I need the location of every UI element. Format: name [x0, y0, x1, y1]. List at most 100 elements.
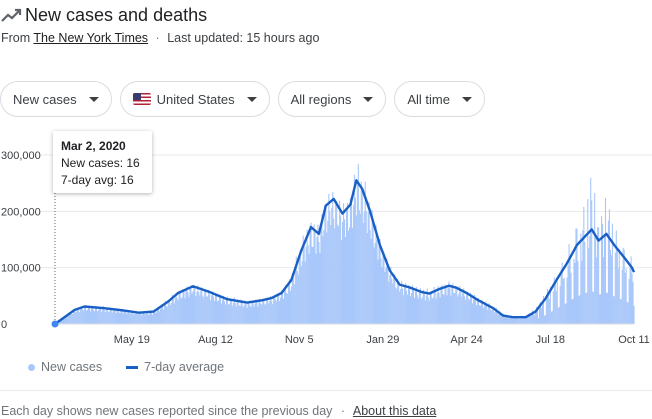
new-cases-bar	[96, 311, 98, 324]
tooltip-new-cases: New cases: 16	[61, 156, 140, 170]
cases-chart[interactable]: 300,000 200,000 100,000 0 May 19 Aug 12 Nov 5 J…	[0, 140, 652, 350]
new-cases-bar	[299, 250, 301, 324]
new-cases-bar	[432, 297, 434, 324]
tooltip-date: Mar 2, 2020	[61, 139, 126, 153]
new-cases-bar	[313, 224, 315, 324]
new-cases-bar	[218, 294, 221, 324]
new-cases-bar	[538, 303, 541, 324]
new-cases-bar	[131, 311, 133, 324]
new-cases-bar	[593, 292, 595, 324]
new-cases-bar	[251, 301, 253, 324]
new-cases-bar	[614, 252, 616, 324]
new-cases-bar	[413, 297, 416, 324]
new-cases-bar	[354, 197, 356, 324]
new-cases-bar	[347, 230, 350, 324]
new-cases-bar	[174, 297, 176, 324]
new-cases-bar	[505, 317, 507, 324]
new-cases-bar	[383, 252, 385, 324]
new-cases-bar	[156, 307, 159, 324]
new-cases-bar	[419, 288, 421, 324]
new-cases-bar	[260, 303, 262, 324]
metric-dropdown[interactable]: New cases	[0, 81, 112, 117]
new-cases-bar	[612, 295, 614, 324]
new-cases-bar	[573, 259, 575, 324]
new-cases-bar	[454, 292, 456, 324]
new-cases-bar	[126, 314, 128, 324]
x-tick-label: Jan 29	[366, 334, 399, 346]
new-cases-bar	[405, 283, 407, 324]
new-cases-bar	[73, 310, 75, 324]
new-cases-bar	[611, 223, 613, 324]
new-cases-bar	[506, 314, 508, 324]
new-cases-bar	[67, 315, 69, 324]
region-dropdown[interactable]: All regions	[277, 81, 387, 117]
new-cases-bar	[388, 281, 390, 324]
new-cases-bar	[296, 271, 298, 324]
new-cases-bar	[439, 297, 441, 324]
about-data-link[interactable]: About this data	[352, 404, 437, 418]
new-cases-bar	[72, 313, 74, 324]
x-tick-label: May 19	[114, 334, 150, 346]
new-cases-bar	[132, 311, 134, 324]
new-cases-bar	[168, 299, 170, 324]
new-cases-bar	[180, 298, 182, 324]
new-cases-bar	[541, 304, 544, 324]
new-cases-bar	[227, 304, 229, 324]
new-cases-bar	[176, 298, 178, 324]
new-cases-bar	[212, 291, 214, 324]
new-cases-bar	[579, 295, 581, 324]
new-cases-bar	[407, 294, 409, 324]
header: New cases and deaths	[0, 4, 207, 26]
new-cases-bar	[353, 174, 355, 324]
new-cases-bar	[82, 309, 84, 324]
new-cases-bar	[216, 301, 219, 324]
legend-line-label: 7-day average	[144, 360, 225, 374]
new-cases-bar	[377, 259, 379, 324]
new-cases-bar	[623, 249, 625, 324]
new-cases-bar	[461, 296, 463, 324]
new-cases-bar	[243, 305, 245, 324]
new-cases-bar	[406, 290, 408, 324]
new-cases-bar	[539, 302, 542, 324]
new-cases-bar	[437, 286, 439, 324]
new-cases-bar	[472, 303, 474, 324]
new-cases-bar	[630, 256, 632, 324]
new-cases-bar	[458, 294, 460, 324]
new-cases-bar	[244, 300, 246, 324]
new-cases-bar	[201, 287, 203, 324]
new-cases-bar	[379, 238, 381, 324]
source-link[interactable]: The New York Times	[33, 31, 149, 45]
new-cases-bar	[467, 291, 469, 324]
new-cases-bar	[254, 303, 256, 324]
new-cases-bar	[106, 307, 108, 324]
new-cases-bar	[307, 245, 309, 324]
new-cases-bar	[286, 293, 288, 324]
new-cases-bar	[428, 300, 430, 324]
time-range-dropdown[interactable]: All time	[394, 81, 485, 117]
new-cases-bar	[70, 312, 72, 324]
x-tick-label: Apr 24	[450, 334, 482, 346]
x-tick-label: Aug 12	[198, 334, 233, 346]
new-cases-bar	[127, 311, 129, 324]
new-cases-bar	[306, 229, 308, 324]
new-cases-bar	[497, 314, 499, 324]
new-cases-bar	[435, 298, 437, 324]
new-cases-bar	[99, 308, 101, 324]
new-cases-bar	[280, 290, 283, 324]
new-cases-bar	[394, 274, 396, 324]
new-cases-bar	[468, 298, 470, 324]
new-cases-bar	[628, 278, 630, 324]
new-cases-bar	[626, 302, 628, 324]
new-cases-bar	[421, 297, 423, 324]
country-dropdown[interactable]: United States	[119, 81, 270, 117]
new-cases-bar	[404, 286, 406, 324]
new-cases-bar	[592, 291, 594, 324]
new-cases-bar	[522, 317, 524, 324]
new-cases-bar	[198, 291, 200, 324]
new-cases-bar	[64, 318, 66, 324]
new-cases-bar	[418, 290, 420, 324]
footer: Each day shows new cases reported since …	[1, 404, 436, 418]
new-cases-bar	[154, 312, 157, 324]
new-cases-bar	[484, 301, 486, 324]
new-cases-bar	[586, 292, 588, 324]
